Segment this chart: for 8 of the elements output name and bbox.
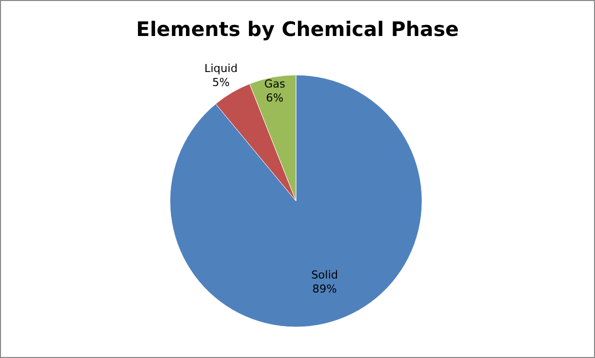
data-label: 6%: [266, 92, 284, 105]
slice-label: Solid: [311, 268, 338, 282]
data-label: 5%: [212, 76, 230, 90]
chart-title: Elements by Chemical Phase: [136, 17, 459, 41]
pie-slice: [170, 74, 422, 328]
slice-label: Gas: [264, 78, 286, 91]
slice-label: Liquid: [204, 62, 238, 76]
data-label: 89%: [312, 282, 337, 296]
